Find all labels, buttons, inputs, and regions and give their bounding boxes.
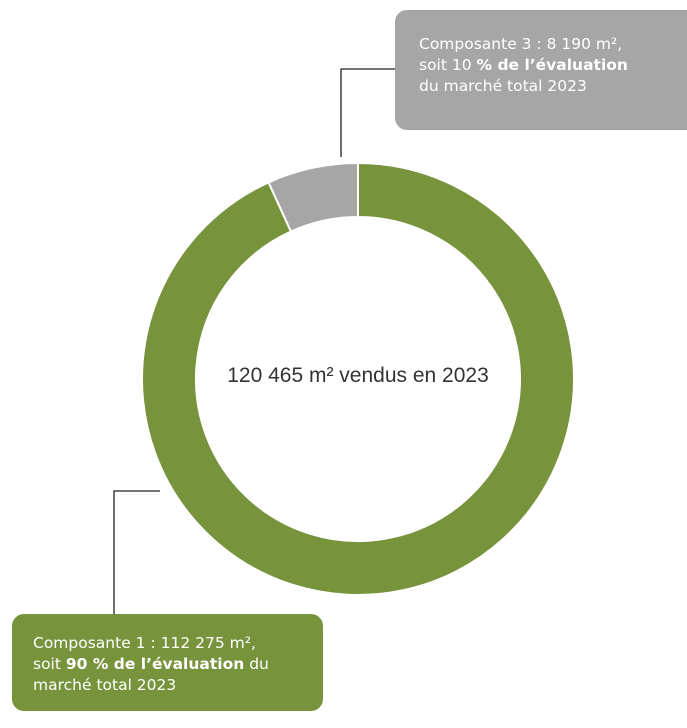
annotation-line: marché total 2023 bbox=[33, 675, 323, 696]
center-label: 120 465 m² vendus en 2023 bbox=[227, 364, 489, 387]
annotation-line: Composante 3 : 8 190 m², bbox=[419, 34, 687, 55]
annotation-text: soit 10 bbox=[419, 56, 477, 74]
annotation-text: soit bbox=[33, 655, 66, 673]
annotation-line: Composante 1 : 112 275 m², bbox=[33, 633, 323, 654]
annotation-line: soit 10 % de l’évaluation bbox=[419, 55, 687, 76]
annotation-box: Composante 3 : 8 190 m², soit 10 % de l’é… bbox=[395, 10, 687, 130]
donut-slice bbox=[141, 161, 575, 596]
connector bbox=[340, 68, 395, 157]
annotation-text: du marché total 2023 bbox=[419, 77, 587, 95]
annotation-text: Composante 3 : 8 190 m², bbox=[419, 35, 623, 53]
annotation-text: % de l’évaluation bbox=[476, 56, 628, 74]
annotation-text: Composante 1 : 112 275 m², bbox=[33, 634, 256, 652]
annotation-text: du bbox=[244, 655, 269, 673]
annotation-text: 90 % de l’évaluation bbox=[65, 655, 245, 673]
annotation-line: du marché total 2023 bbox=[419, 76, 687, 97]
connector bbox=[113, 490, 160, 614]
annotation-box: Composante 1 : 112 275 m², soit 90 % de l… bbox=[12, 614, 323, 711]
annotation-text: marché total 2023 bbox=[33, 676, 177, 694]
annotation-line: soit 90 % de l’évaluation du bbox=[33, 654, 323, 675]
